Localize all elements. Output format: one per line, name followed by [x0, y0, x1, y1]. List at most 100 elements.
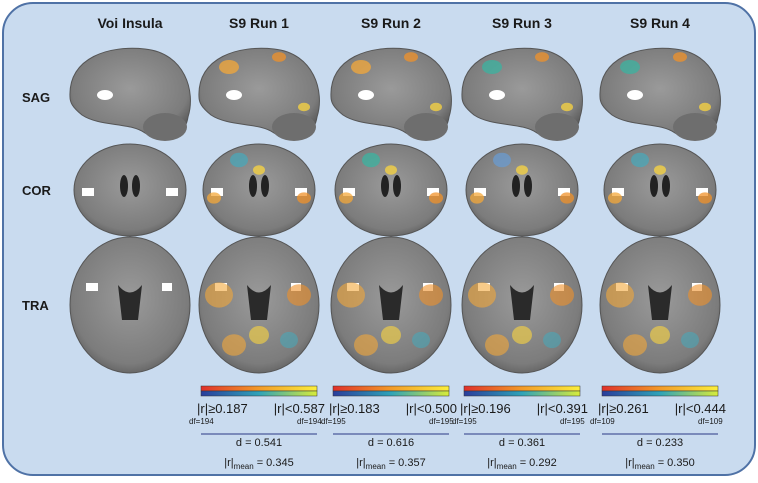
activation	[404, 52, 418, 62]
cerebellum	[272, 113, 316, 141]
activation	[207, 192, 221, 204]
insula-voi	[489, 90, 505, 100]
activation	[339, 192, 353, 204]
insula-voi	[696, 188, 708, 196]
activation	[468, 282, 496, 308]
brain-sagittal	[69, 47, 191, 141]
mean-r-symbol: |r|	[224, 457, 233, 469]
df-high: df=195	[560, 417, 585, 426]
brain-coronal	[603, 143, 717, 237]
brain-coronal	[202, 143, 316, 237]
activation	[205, 282, 233, 308]
colorbar-negative	[463, 390, 581, 397]
mean-r-value: = 0.292	[520, 457, 557, 469]
activation	[430, 102, 442, 112]
activation	[650, 326, 670, 344]
insula-voi	[82, 188, 94, 196]
mean-r-subscript: mean	[635, 462, 655, 471]
activation	[681, 331, 699, 349]
activation	[298, 102, 310, 112]
activation	[543, 331, 561, 349]
threshold-low: |r|≥0.196	[460, 401, 511, 416]
activation	[381, 326, 401, 344]
ventricle	[393, 175, 401, 197]
threshold-high: |r|<0.587	[274, 401, 325, 416]
activation	[560, 192, 574, 204]
ventricle	[510, 285, 534, 320]
insula-voi	[162, 283, 172, 291]
insula-voi	[295, 188, 307, 196]
ventricle	[662, 175, 670, 197]
insula-voi	[474, 188, 486, 196]
activation	[280, 331, 298, 349]
insula-voi	[627, 90, 643, 100]
activation	[249, 326, 269, 344]
ventricle	[118, 285, 142, 320]
mean-r: |r|mean = 0.357	[356, 457, 425, 471]
effect-size: d = 0.361	[499, 437, 545, 449]
brain-coronal	[465, 143, 579, 237]
row-label: SAG	[22, 90, 50, 105]
activation	[482, 60, 502, 74]
threshold-high: |r|<0.391	[537, 401, 588, 416]
mean-r-subscript: mean	[366, 462, 386, 471]
activation	[688, 284, 712, 306]
df-high: df=195	[429, 417, 454, 426]
ventricle	[379, 285, 403, 320]
colorbar-negative	[200, 390, 318, 397]
activation	[351, 60, 371, 74]
activation	[297, 192, 311, 204]
df-low: df=194	[189, 417, 214, 426]
activation	[385, 165, 397, 175]
brain-outline	[465, 143, 579, 237]
column-title: S9 Run 2	[361, 15, 421, 31]
brain-outline	[73, 143, 187, 237]
activation	[253, 165, 265, 175]
activation	[698, 192, 712, 204]
mean-r-value: = 0.350	[658, 457, 695, 469]
effect-size: d = 0.541	[236, 437, 282, 449]
activation	[608, 192, 622, 204]
cerebellum	[673, 113, 717, 141]
activation	[606, 282, 634, 308]
column-title: Voi Insula	[97, 15, 162, 31]
activation	[512, 326, 532, 344]
ventricle	[648, 285, 672, 320]
brain-transverse	[599, 236, 721, 374]
mean-r-value: = 0.357	[389, 457, 426, 469]
column-title: S9 Run 3	[492, 15, 552, 31]
threshold-high: |r|<0.444	[675, 401, 726, 416]
activation	[550, 284, 574, 306]
cerebellum	[535, 113, 579, 141]
ventricle	[381, 175, 389, 197]
insula-voi	[358, 90, 374, 100]
brain-sagittal	[599, 47, 721, 141]
activation	[535, 52, 549, 62]
brain-outline	[603, 143, 717, 237]
activation	[337, 282, 365, 308]
colorbar-negative	[332, 390, 450, 397]
cerebellum	[143, 113, 187, 141]
activation	[485, 334, 509, 356]
activation	[362, 152, 380, 168]
ventricle	[524, 175, 532, 197]
mean-r-value: = 0.345	[257, 457, 294, 469]
activation	[631, 152, 649, 168]
df-high: df=194	[297, 417, 322, 426]
threshold-low: |r|≥0.183	[329, 401, 380, 416]
content: Voi Insula S9 Run 1 S9 Run 2 S9 Run 3 S9 Run…	[22, 15, 726, 471]
ventricle	[249, 175, 257, 197]
activation	[419, 284, 443, 306]
cerebellum	[404, 113, 448, 141]
colorbar-negative	[601, 390, 719, 397]
activation	[673, 52, 687, 62]
ventricle	[247, 285, 271, 320]
df-low: df=195	[452, 417, 477, 426]
activation	[429, 192, 443, 204]
df-low: df=195	[321, 417, 346, 426]
df-low: df=109	[590, 417, 615, 426]
ventricle	[650, 175, 658, 197]
insula-voi	[612, 188, 624, 196]
threshold-low: |r|≥0.261	[598, 401, 649, 416]
